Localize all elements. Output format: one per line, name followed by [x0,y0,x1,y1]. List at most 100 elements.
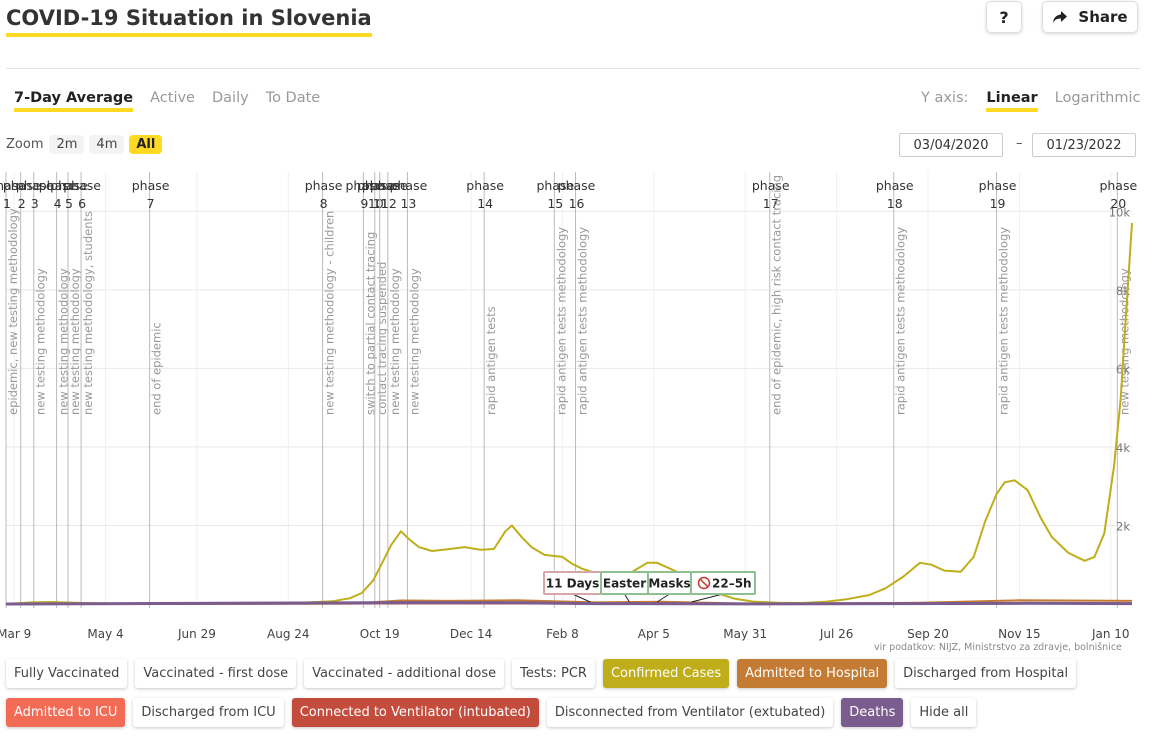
phase-number: 1 [3,196,11,211]
legend-connected-to-ventilator-intubated-button[interactable]: Connected to Ventilator (intubated) [291,698,539,727]
phase-note: rapid antigen tests [484,306,498,415]
phase-title: phase [558,178,596,193]
legend-admitted-to-hospital-button[interactable]: Admitted to Hospital [737,659,888,688]
legend-hide-all-button[interactable]: Hide all [911,698,977,727]
zoom-all-button[interactable]: All [129,135,163,154]
phase-title: phase [752,178,790,193]
annotation-connector [624,593,630,603]
phase-note: new testing methodology [34,268,48,415]
legend-vaccinated-additional-dose-button[interactable]: Vaccinated - additional dose [304,659,505,688]
x-tick-label: Jun 29 [177,627,216,641]
phase-note: new testing methodology - children [323,211,337,415]
annotation-connector [572,593,591,603]
no-entry-icon-slash [699,578,709,588]
annotation-label: 22–5h [712,577,752,591]
share-arrow-icon [1053,11,1068,23]
yaxis-logarithmic-option[interactable]: Logarithmic [1054,90,1141,106]
phase-note: new testing methodology, students [81,211,95,415]
phase-title: phase [50,178,88,193]
phase-title: phase [979,178,1017,193]
annotation-label: 11 Days [546,577,600,591]
series-legend: Fully Vaccinated Vaccinated - first dose V… [6,659,1156,737]
phase-title: phase [39,178,77,193]
legend-admitted-to-icu-button[interactable]: Admitted to ICU [6,698,126,727]
phase-number: 11 [373,196,389,211]
x-tick-label: May 4 [87,627,123,641]
yaxis-switch: Y axis: Linear Logarithmic [921,88,1158,112]
phase-note: switch to partial contact tracing [363,232,377,415]
legend-confirmed-cases-button[interactable]: Confirmed Cases [602,659,730,688]
phase-number: 19 [990,196,1006,211]
phase-note: new testing methodology [388,268,402,415]
phase-number: 6 [78,196,86,211]
legend-fully-vaccinated-button[interactable]: Fully Vaccinated [6,659,128,688]
x-tick-label: Nov 15 [998,627,1041,641]
phase-number: 12 [381,196,397,211]
legend-vaccinated-first-dose-button[interactable]: Vaccinated - first dose [135,659,297,688]
date-range-separator: – [1016,136,1023,151]
legend-disconnected-from-ventilator-extubated-button[interactable]: Disconnected from Ventilator (extubated) [546,698,834,727]
phase-note: end of epidemic [150,322,164,415]
page-title: COVID-19 Situation in Slovenia [6,4,372,37]
annotation-box[interactable] [690,571,756,595]
zoom-label: Zoom [6,137,44,152]
phase-number: 4 [54,196,62,211]
phase-note: contact tracing suspended [375,262,389,415]
share-button[interactable]: Share [1042,1,1138,33]
phase-title: phase [63,178,101,193]
phase-number: 7 [147,196,155,211]
phase-note: rapid antigen tests methodology [576,227,590,415]
phase-note: new testing methodology [57,268,71,415]
phase-note: rapid antigen tests methodology [997,227,1011,415]
help-button[interactable]: ? [986,1,1022,33]
legend-deaths-button[interactable]: Deaths [841,698,904,727]
phase-title: phase [370,178,408,193]
date-to-input[interactable]: 01/23/2022 [1032,133,1136,157]
phase-number: 16 [569,196,585,211]
tab-to-date[interactable]: To Date [265,90,321,106]
y-tick-label: 2k [1116,519,1130,533]
zoom-4m-button[interactable]: 4m [89,135,125,154]
x-tick-label: Sep 20 [907,627,949,641]
phase-title: phase [16,178,54,193]
phase-number: 17 [763,196,779,211]
phase-title: phase [466,178,504,193]
phase-title: phase [346,178,384,193]
legend-tests-pcr-button[interactable]: Tests: PCR [512,659,595,688]
x-tick-label: May 31 [723,627,767,641]
x-tick-label: Aug 24 [267,627,310,641]
legend-discharged-from-hospital-button[interactable]: Discharged from Hospital [895,659,1077,688]
phase-number: 20 [1110,196,1126,211]
phase-number: 13 [400,196,416,211]
phase-title: phase [0,178,26,193]
series-mode-tabs: 7-Day Average Active Daily To Date [14,88,337,112]
yaxis-linear-option[interactable]: Linear [986,88,1038,112]
legend-discharged-from-icu-button[interactable]: Discharged from ICU [133,698,284,727]
phase-title: phase [132,178,170,193]
phase-title: phase [876,178,914,193]
phase-note: epidemic, new testing methodology [6,208,20,415]
phase-number: 15 [547,196,563,211]
phase-number: 9 [360,196,368,211]
phase-number: 5 [65,196,73,211]
phase-title: phase [3,178,41,193]
date-from-input[interactable]: 03/04/2020 [899,133,1003,157]
tab-active[interactable]: Active [150,90,195,106]
x-tick-label: Dec 14 [450,627,492,641]
share-label: Share [1078,8,1128,26]
phase-number: 2 [18,196,26,211]
x-tick-label: Feb 8 [546,627,579,641]
phase-note: new testing methodology [407,268,421,415]
tab-7-day-average[interactable]: 7-Day Average [14,88,134,112]
phase-number: 14 [477,196,493,211]
annotation-label: Easter [603,577,646,591]
annotation-connector [691,593,724,603]
yaxis-label: Y axis: [921,90,969,106]
phase-title: phase [390,178,428,193]
series-line-deaths[interactable] [5,601,1133,606]
zoom-2m-button[interactable]: 2m [49,135,85,154]
x-tick-label: Apr 5 [638,627,670,641]
tab-daily[interactable]: Daily [211,90,249,106]
series-line-confirmed-cases[interactable] [5,223,1133,605]
